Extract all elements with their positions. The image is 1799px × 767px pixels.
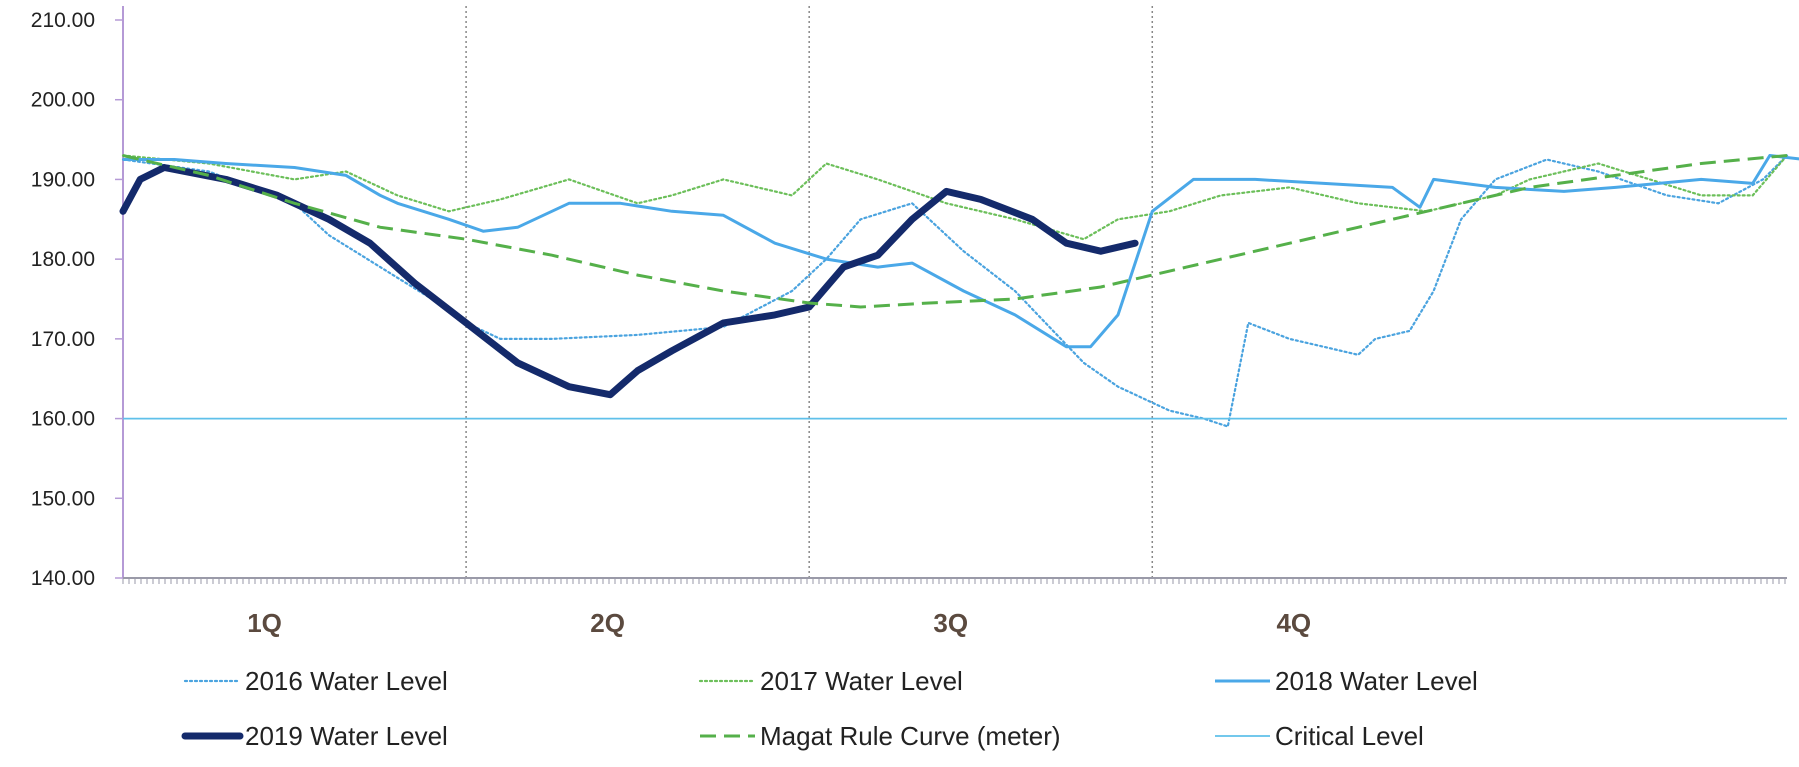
legend-item: Critical Level — [1215, 721, 1424, 751]
legend-label: 2017 Water Level — [760, 666, 963, 696]
legend-label: 2018 Water Level — [1275, 666, 1478, 696]
series-line-3 — [123, 154, 1799, 349]
y-tick-label: 170.00 — [31, 328, 95, 351]
y-tick-label: 200.00 — [31, 89, 95, 112]
quarter-dividers — [465, 6, 1154, 578]
x-category-label: 4Q — [1276, 608, 1311, 638]
series-line-4 — [119, 164, 1139, 399]
y-tick-label: 150.00 — [31, 487, 95, 510]
x-category-label: 3Q — [933, 608, 968, 638]
x-category-label: 2Q — [590, 608, 625, 638]
y-axis-tick-labels: 140.00 150.00 160.00 170.00 180.00 190.00 200.… — [31, 9, 95, 590]
legend: 2016 Water Level 2017 Water Level 2018 Wat… — [181, 666, 1478, 751]
legend-label: 2019 Water Level — [245, 721, 448, 751]
x-category-label: 1Q — [247, 608, 282, 638]
y-tick-label: 210.00 — [31, 9, 95, 32]
y-tick-label: 190.00 — [31, 168, 95, 191]
legend-item: Magat Rule Curve (meter) — [700, 721, 1061, 751]
axes — [115, 6, 1787, 584]
legend-item: 2018 Water Level — [1215, 666, 1478, 696]
legend-label: Magat Rule Curve (meter) — [760, 721, 1061, 751]
legend-item: 2016 Water Level — [183, 666, 448, 696]
y-tick-label: 140.00 — [31, 567, 95, 590]
x-axis-category-labels: 1Q 2Q 3Q 4Q — [247, 608, 1311, 638]
series-line-2 — [121, 154, 1789, 241]
legend-label: 2016 Water Level — [245, 666, 448, 696]
legend-item: 2019 Water Level — [181, 721, 448, 751]
y-tick-label: 180.00 — [31, 248, 95, 271]
series-lines — [119, 154, 1799, 428]
legend-label: Critical Level — [1275, 721, 1424, 751]
y-tick-label: 160.00 — [31, 408, 95, 431]
legend-item: 2017 Water Level — [698, 666, 963, 696]
series-line-5 — [122, 154, 1788, 309]
